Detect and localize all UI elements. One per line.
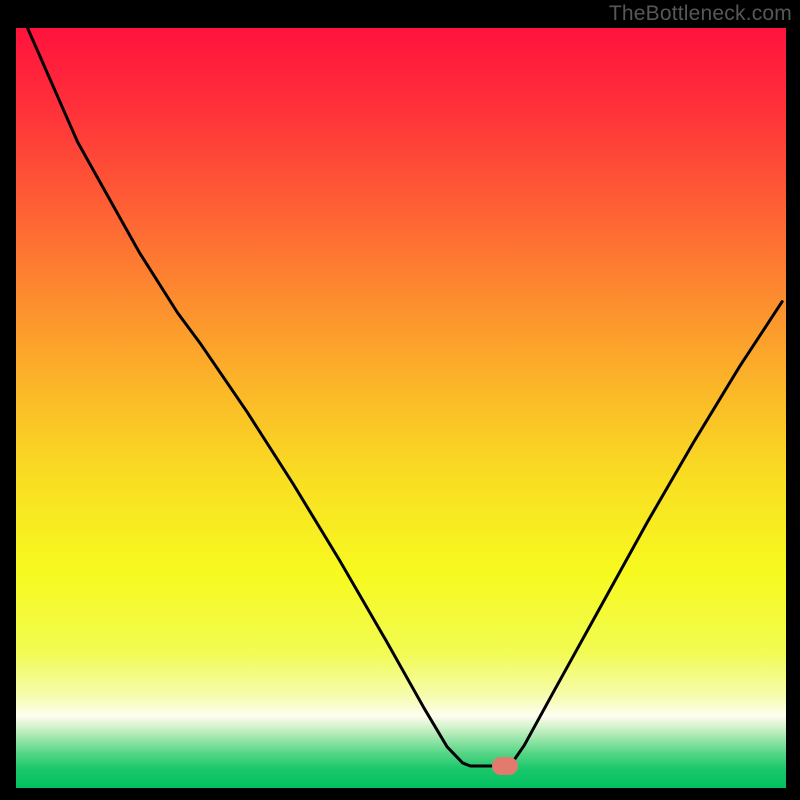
plot-area [16, 28, 786, 788]
optimal-marker [492, 757, 518, 774]
watermark-text: TheBottleneck.com [609, 2, 792, 26]
chart-container: TheBottleneck.com [0, 0, 800, 800]
gradient-background [16, 28, 786, 788]
bottleneck-curve [16, 28, 786, 788]
